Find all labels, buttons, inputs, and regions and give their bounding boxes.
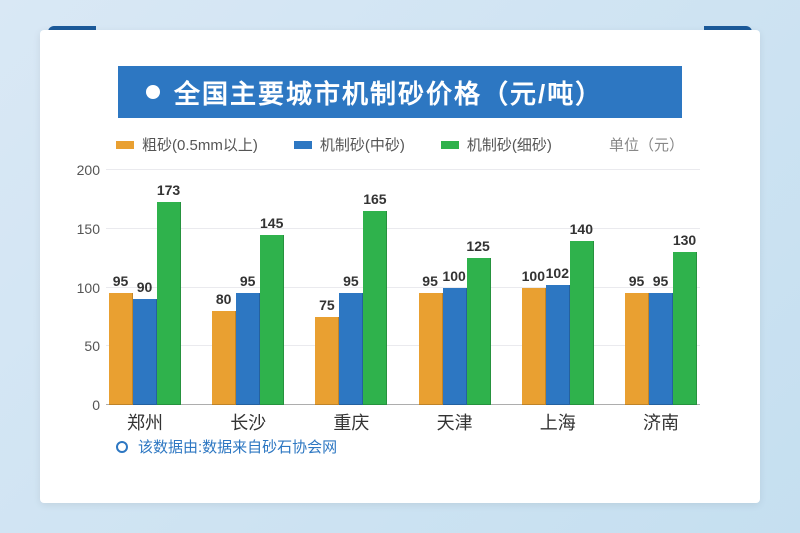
legend-row: 粗砂(0.5mm以上) 机制砂(中砂) 机制砂(细砂) 单位（元） xyxy=(116,134,684,155)
y-axis-label: 150 xyxy=(77,221,100,237)
bar-value-label: 165 xyxy=(363,191,386,207)
footer-note-text: 该数据由:数据来自砂石协会网 xyxy=(138,436,337,457)
gridline xyxy=(106,404,700,405)
legend-label: 机制砂(细砂) xyxy=(467,134,552,155)
bar-value-label: 95 xyxy=(343,273,359,289)
bar-value-label: 95 xyxy=(653,273,669,289)
chart-area: 0501001502009590173郑州8095145长沙7595165重庆9… xyxy=(106,170,700,405)
city-label: 重庆 xyxy=(333,409,369,435)
chart-card: 全国主要城市机制砂价格（元/吨） 粗砂(0.5mm以上) 机制砂(中砂) 机制砂(细… xyxy=(40,30,760,503)
legend-swatch-icon xyxy=(441,141,459,149)
bar: 95 xyxy=(419,293,443,405)
bar: 75 xyxy=(315,317,339,405)
bar-value-label: 95 xyxy=(629,273,645,289)
bar: 95 xyxy=(109,293,133,405)
chart-title: 全国主要城市机制砂价格（元/吨） xyxy=(174,74,603,111)
bar-value-label: 95 xyxy=(422,273,438,289)
gridline xyxy=(106,228,700,229)
legend-label: 机制砂(中砂) xyxy=(320,134,405,155)
city-label: 长沙 xyxy=(230,409,266,435)
city-group: 7595165重庆 xyxy=(312,211,390,405)
bar: 173 xyxy=(157,202,181,405)
bar-value-label: 173 xyxy=(157,182,180,198)
bar: 95 xyxy=(625,293,649,405)
bar: 130 xyxy=(673,252,697,405)
bar: 102 xyxy=(546,285,570,405)
unit-label: 单位（元） xyxy=(609,134,684,155)
footer-note: 该数据由:数据来自砂石协会网 xyxy=(116,436,337,457)
bar-value-label: 100 xyxy=(442,268,465,284)
bar: 95 xyxy=(236,293,260,405)
bar: 125 xyxy=(467,258,491,405)
bar-value-label: 140 xyxy=(570,221,593,237)
bar-value-label: 100 xyxy=(522,268,545,284)
bar-value-label: 75 xyxy=(319,297,335,313)
bar: 95 xyxy=(339,293,363,405)
bar: 145 xyxy=(260,235,284,405)
city-label: 郑州 xyxy=(127,409,163,435)
legend-item: 机制砂(细砂) xyxy=(441,134,552,155)
bar: 100 xyxy=(443,288,467,406)
city-label: 济南 xyxy=(643,409,679,435)
bar: 140 xyxy=(570,241,594,406)
city-group: 95100125天津 xyxy=(416,258,494,405)
gridline xyxy=(106,287,700,288)
city-group: 9595130济南 xyxy=(622,252,700,405)
legend-swatch-icon xyxy=(294,141,312,149)
gridline xyxy=(106,345,700,346)
city-group: 8095145长沙 xyxy=(209,235,287,405)
y-axis-label: 100 xyxy=(77,280,100,296)
title-dot-icon xyxy=(146,85,160,99)
city-group: 9590173郑州 xyxy=(106,202,184,405)
legend-item: 粗砂(0.5mm以上) xyxy=(116,134,258,155)
bar: 165 xyxy=(363,211,387,405)
note-circle-icon xyxy=(116,441,128,453)
bar-value-label: 80 xyxy=(216,291,232,307)
bar-value-label: 145 xyxy=(260,215,283,231)
bar: 100 xyxy=(522,288,546,406)
bar: 90 xyxy=(133,299,157,405)
gridline xyxy=(106,169,700,170)
bar: 80 xyxy=(212,311,236,405)
bar-value-label: 102 xyxy=(546,265,569,281)
city-label: 上海 xyxy=(540,409,576,435)
y-axis-label: 200 xyxy=(77,162,100,178)
city-group: 100102140上海 xyxy=(519,241,597,406)
legend-label: 粗砂(0.5mm以上) xyxy=(142,134,258,155)
bar-value-label: 95 xyxy=(113,273,129,289)
legend-item: 机制砂(中砂) xyxy=(294,134,405,155)
bar-value-label: 90 xyxy=(137,279,153,295)
bar: 95 xyxy=(649,293,673,405)
y-axis-label: 0 xyxy=(92,397,100,413)
bar-value-label: 130 xyxy=(673,232,696,248)
bar-value-label: 95 xyxy=(240,273,256,289)
legend-swatch-icon xyxy=(116,141,134,149)
bar-value-label: 125 xyxy=(466,238,489,254)
title-banner: 全国主要城市机制砂价格（元/吨） xyxy=(118,66,682,118)
y-axis-label: 50 xyxy=(84,338,100,354)
city-label: 天津 xyxy=(437,409,473,435)
